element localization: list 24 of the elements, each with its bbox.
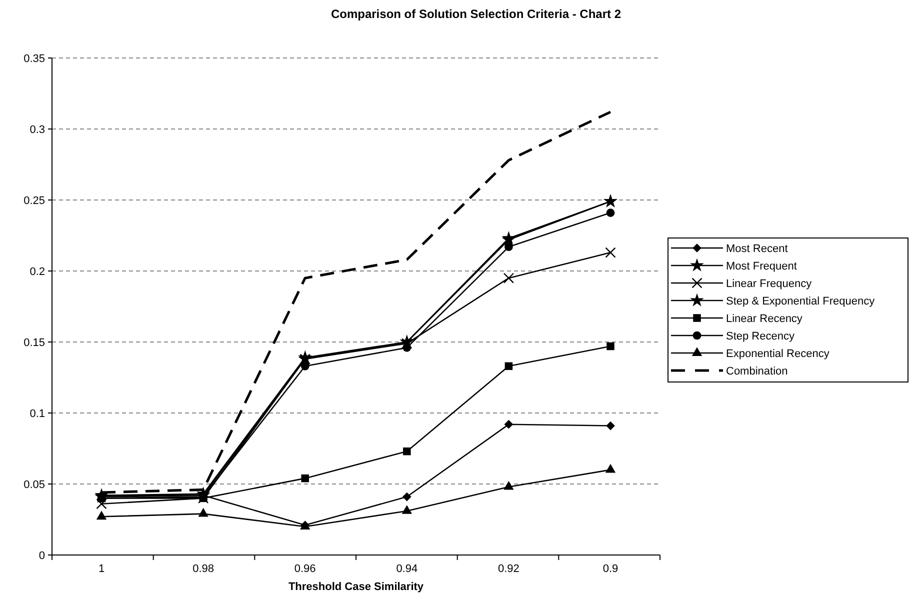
x-tick-label: 0.9: [602, 563, 618, 575]
legend-label: Exponential Recency: [726, 348, 830, 360]
x-tick-label: 0.94: [396, 563, 418, 575]
y-tick-label: 0.25: [24, 194, 45, 207]
y-tick-label: 0: [38, 550, 45, 562]
legend-label: Linear Frequency: [726, 278, 812, 290]
y-tick-label: 0.1: [30, 408, 45, 420]
legend-label: Step Recency: [726, 330, 795, 342]
y-tick-label: 0.35: [24, 52, 45, 65]
y-tick-label: 0.05: [24, 478, 45, 491]
chart-title: Comparison of Solution Selection Criteria - Chart 2: [330, 7, 622, 21]
legend-label: Linear Recency: [726, 312, 803, 325]
y-tick-label: 0.3: [30, 124, 45, 136]
x-tick-label: 1: [98, 563, 105, 575]
x-tick-label: 0.96: [294, 563, 316, 575]
legend-label: Most Frequent: [726, 260, 797, 272]
y-tick-label: 0.15: [24, 336, 45, 349]
x-tick-label: 0.98: [192, 563, 214, 575]
legend-label: Combination: [726, 365, 788, 378]
x-tick-label: 0.92: [498, 563, 520, 575]
legend-label: Most Recent: [726, 242, 788, 255]
y-tick-label: 0.2: [30, 266, 45, 278]
x-axis-title: Threshold Case Similarity: [288, 581, 424, 593]
legend-label: Step & Exponential Frequency: [726, 295, 876, 308]
